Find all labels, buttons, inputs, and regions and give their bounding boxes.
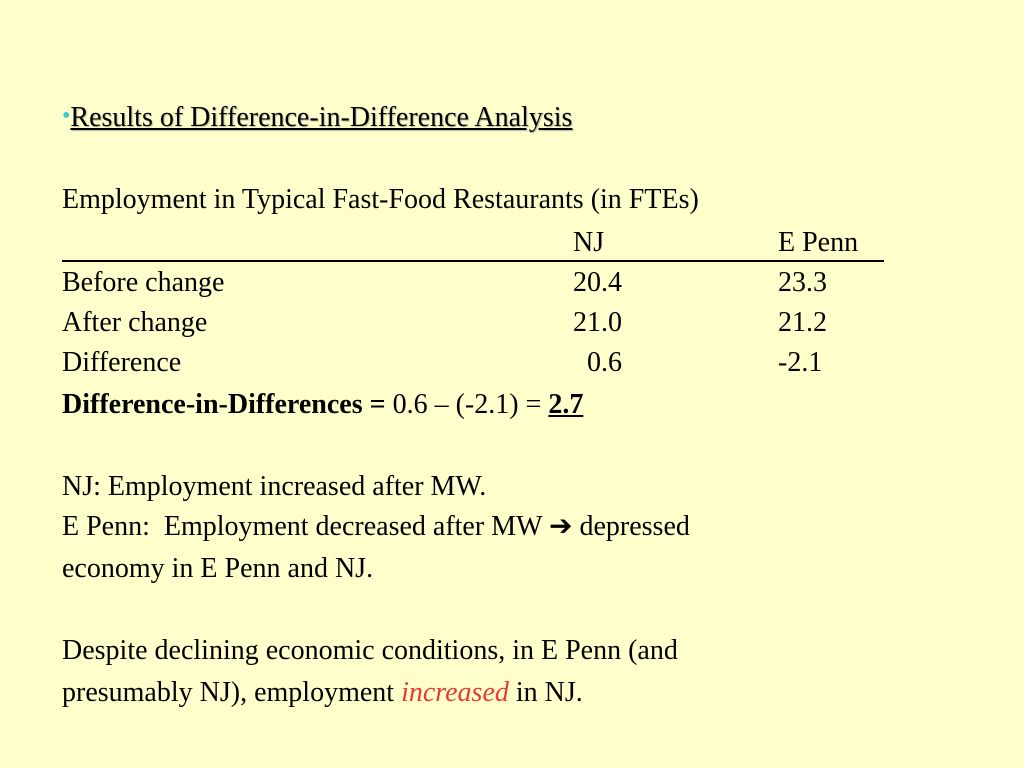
slide-heading: Results of Difference-in-Difference Anal… — [70, 102, 573, 133]
did-label: Difference-in-Differences = — [62, 389, 386, 420]
row-label: Difference — [62, 347, 182, 378]
conclusion-emphasis: increased — [401, 677, 509, 708]
cell-nj: 21.0 — [573, 307, 622, 338]
did-result-line: Difference-in-Differences = 0.6 – (-2.1)… — [62, 388, 583, 422]
did-result: 2.7 — [548, 389, 584, 420]
cell-nj: 0.6 — [573, 347, 622, 378]
bullet-icon: • — [62, 103, 71, 129]
note-nj: NJ: Employment increased after MW. — [62, 471, 487, 502]
table-caption: Employment in Typical Fast-Food Restaura… — [62, 184, 699, 215]
table-header-rule: NJ E Penn — [62, 226, 884, 262]
cell-epenn: 21.2 — [778, 307, 827, 338]
note-epenn-line1: E Penn: Employment decreased after MW ➔ … — [62, 510, 690, 544]
note-epenn-line2: economy in E Penn and NJ. — [62, 553, 374, 584]
row-label: Before change — [62, 267, 225, 298]
slide-heading-row: •Results of Difference-in-Difference Ana… — [62, 100, 572, 137]
column-header-nj: NJ — [573, 227, 605, 258]
cell-epenn: -2.1 — [778, 347, 823, 378]
right-arrow-icon: ➔ — [549, 511, 573, 542]
conclusion-line2: presumably NJ), employment increased in … — [62, 676, 583, 710]
conclusion-start: presumably NJ), employment — [62, 677, 402, 708]
did-expression: 0.6 – (-2.1) = — [385, 389, 549, 420]
note-epenn-text: E Penn: Employment decreased after MW — [62, 511, 549, 542]
conclusion-line1: Despite declining economic conditions, i… — [62, 635, 678, 666]
row-label: After change — [62, 307, 208, 338]
note-epenn-end: depressed — [572, 511, 690, 542]
conclusion-end: in NJ. — [508, 677, 583, 708]
cell-nj: 20.4 — [573, 267, 622, 298]
cell-epenn: 23.3 — [778, 267, 827, 298]
column-header-epenn: E Penn — [778, 227, 859, 258]
